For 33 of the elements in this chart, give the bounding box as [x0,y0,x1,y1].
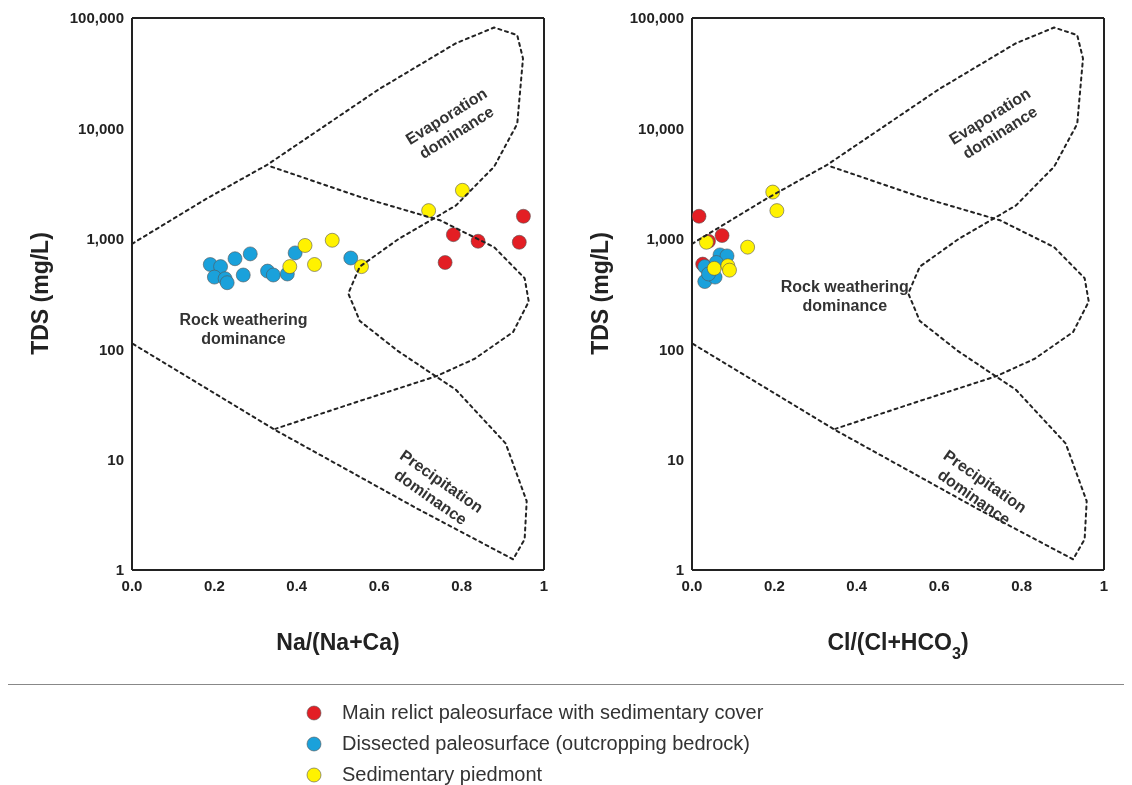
x-tick-label: 1 [1099,576,1109,594]
x-tick-label: 0.2 [203,576,225,594]
x-tick-label: 0.4 [286,576,308,594]
x-tick-label: 0.8 [1011,576,1033,594]
x-tick-label: 0.0 [121,576,143,594]
x-tick-label: 0.6 [928,576,950,594]
y-tick-label: 10 [667,450,684,468]
y-tick-label: 100 [98,340,124,358]
y-tick-label: 100,000 [69,9,124,27]
annotation: Rock weathering dominance [780,277,909,315]
x-axis-title: Cl/(Cl+HCO$_{3}$) [827,629,969,662]
y-tick-label: 100 [658,340,684,358]
y-tick-label: 1,000 [646,230,684,248]
y-tick-label: 10,000 [78,119,124,137]
y-tick-label: 1 [115,561,124,579]
y-tick-label: 1,000 [86,230,124,248]
x-tick-label: 0.8 [451,576,473,594]
x-axis-title: Na/(Na+Ca) [276,629,400,655]
x-tick-label: 0.2 [763,576,785,594]
x-tick-label: 0.0 [681,576,703,594]
legend-label: Sedimentary piedmont [342,763,543,785]
annotation: Rock weathering dominance [179,311,308,348]
legend-label: Dissected paleosurface (outcropping bedrock) [342,732,750,755]
y-tick-label: 1 [675,561,684,579]
x-tick-label: 0.4 [846,576,868,594]
x-tick-label: 0.6 [368,576,390,594]
y-axis-title: TDS (mg/L) [587,232,613,355]
legend-label: Main relict paleosurface with sedimentary cover [342,701,764,724]
y-tick-label: 10 [107,450,124,468]
y-tick-label: 100,000 [629,9,684,27]
y-axis-title: TDS (mg/L) [27,232,53,355]
y-tick-label: 10,000 [638,119,684,137]
x-tick-label: 1 [539,576,549,594]
